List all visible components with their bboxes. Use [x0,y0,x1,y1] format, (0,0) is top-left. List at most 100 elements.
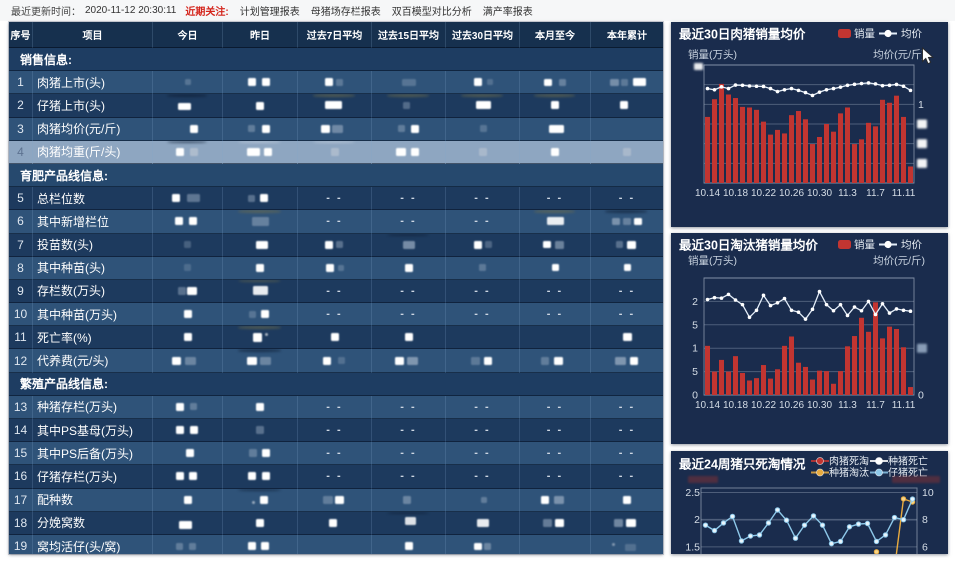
redacted-value-blob [612,217,620,225]
cell-r13-d15: - - [372,395,446,419]
cell-r19-ytd [591,535,663,554]
cell-r11-ytd [591,326,663,350]
chart3-legend-3[interactable]: 仔猪死亡 [870,466,928,479]
no-data-dashes: - - [400,424,417,437]
chart2-legend-price[interactable]: 均价 [879,239,922,251]
chart1-legend-price[interactable]: 均价 [879,28,922,40]
chart-text-label: 均价 [901,239,922,251]
table-row-6[interactable]: 6 其中新增栏位 - - - - - - [9,210,663,234]
chart1-sales-bars[interactable] [705,83,913,183]
focus-link-sow-farm-report[interactable]: 母猪场存栏报表 [310,7,381,18]
no-data-dashes: - - [400,308,417,321]
redacted-value-blob [402,495,411,504]
cell-r16-d15: - - [372,465,446,489]
table-row-12[interactable]: 12 代养费(元/头) [9,349,663,373]
chart-panel-weekly-death-cull[interactable]: 最近24周猪只死淘情况 肉猪死淘 种猪死亡 种猪淘汰 仔猪死亡 2.5 10 2 8 1.5 6 [671,451,948,554]
redacted-value-blob [322,495,333,504]
cell-r16-mtd: - - [520,465,591,489]
chart-panel-cull-pig-sales-price[interactable]: 最近30日淘汰猪销量均价 销量 均价 销量(万头) 均价(元/斤) 2 5 1 5 0 0 10.14… [671,233,948,444]
chart3-legend-1[interactable]: 种猪死亡 [870,455,928,468]
redacted-value-blob [473,240,482,249]
chart3-legend-0[interactable]: 肉猪死淘 [811,455,869,468]
focus-link-full-capacity-report[interactable]: 满产率报表 [482,7,533,18]
no-data-dashes: - - [400,215,417,228]
redacted-value-blob [405,516,416,525]
redacted-value-blob [338,357,345,365]
redacted-value-blob [403,101,410,109]
column-header-8: 本年累计 [591,22,663,48]
cell-r14-d15: - - [372,419,446,443]
chart1-legend-sales[interactable]: 销量 [838,27,875,40]
redacted-value-blob [259,356,271,365]
cell-r3-d15 [372,117,446,141]
redacted-value-blob [395,147,406,156]
focus-link-plan-report[interactable]: 计划管理报表 [239,7,300,18]
chart3-breeder-cull-line[interactable] [703,496,916,554]
no-data-dashes: - - [546,447,564,460]
table-row-16[interactable]: 16 仔猪存栏(万头) - - - - - - - - - - [9,465,663,489]
table-row-8[interactable]: 8 其中种苗(头) [9,256,663,280]
table-row-15[interactable]: 15 其中PS后备(万头) - - - - - - - - - - [9,442,663,466]
redacted-value-blob [261,310,269,319]
redacted-value-blob [184,264,191,272]
table-row-7[interactable]: 7 投苗数(头) [9,233,663,257]
no-data-dashes: - - [474,215,491,228]
redaction-smudge [237,140,281,144]
redacted-value-blob [620,101,628,110]
table-row-18[interactable]: 18 分娩窝数 [9,511,663,535]
row-number: 1 [9,71,33,95]
cell-r18-today [153,511,223,535]
redacted-value-blob [176,542,183,550]
table-row-19[interactable]: 19 窝均活仔(头/窝) [9,534,663,554]
chart2-legend-sales[interactable]: 销量 [838,238,875,251]
cell-r18-d30 [446,511,520,535]
cell-r8-d30 [446,256,520,280]
cell-r19-yday [223,534,298,554]
cell-r8-yday [223,256,298,280]
chart2-price-line[interactable] [705,289,913,321]
chart3-right-tick: 8 [922,514,928,526]
table-row-1[interactable]: 1 肉猪上市(头) [9,71,663,95]
cell-r15-ytd: - - [591,442,663,466]
table-row-14[interactable]: 14 其中PS基母(万头) - - - - - - - - - - [9,419,663,443]
cell-r19-d30 [446,534,520,554]
chart1-title: 最近30日肉猪销量均价 [679,27,806,42]
redacted-value-blob [325,263,334,272]
table-row-3[interactable]: 3 肉猪均价(元/斤) [9,117,663,141]
table-row-13[interactable]: 13 种猪存栏(万头) - - - - - - - - - - [9,395,663,419]
chart1-price-line[interactable] [705,81,913,98]
chart-panel-pig-sales-price[interactable]: 最近30日肉猪销量均价 销量 均价 销量(万头) 均价(元/斤) 1 10.14 10.18 1… [671,22,948,227]
redacted-value-blob [401,78,416,86]
chart2-sales-bars[interactable] [705,302,913,395]
cell-r3-ytd [591,118,663,141]
table-row-2[interactable]: 2 仔猪上市(头) [9,94,663,118]
cell-r3-yday [223,117,298,141]
chart3-legend-2[interactable]: 种猪淘汰 [811,466,869,479]
redacted-value-blob [248,472,256,481]
table-row-5[interactable]: 5 总栏位数 - - - - - - - - - - [9,187,663,211]
section-title: 繁殖产品线信息: [9,373,663,396]
row-item-label: 分娩窝数 [33,511,153,535]
table-row-10[interactable]: 10 其中种苗(万头) - - - - - - - - - - [9,303,663,327]
table-row-17[interactable]: 17 配种数 [9,488,663,512]
cell-r2-d15 [372,94,446,118]
table-row-9[interactable]: 9 存栏数(万头) - - - - - - - - - - [9,279,663,304]
cell-r7-ytd [591,234,663,257]
cell-r4-mtd [520,140,591,164]
no-data-dashes: - - [474,308,491,321]
redacted-value-blob [179,520,192,529]
table-row-4[interactable]: 4 肉猪均重(斤/头) [9,140,663,164]
table-row-11[interactable]: 11 死亡率(%) [9,326,663,350]
redacted-value-blob [256,426,264,435]
cell-r10-d7: - - [298,303,372,327]
column-header-7: 本月至今 [520,22,591,48]
redacted-value-blob [554,518,564,527]
chart1-x-label: 11.3 [838,188,857,199]
chart3-piglet-death-line[interactable] [702,496,916,547]
cell-r12-ytd [591,349,663,373]
focus-link-model-compare[interactable]: 双百模型对比分析 [391,7,472,18]
chart3-right-tick: 6 [922,541,928,553]
chart-text-label: 种猪淘汰 [829,466,869,479]
row-item-label: 肉猪均重(斤/头) [33,140,153,164]
